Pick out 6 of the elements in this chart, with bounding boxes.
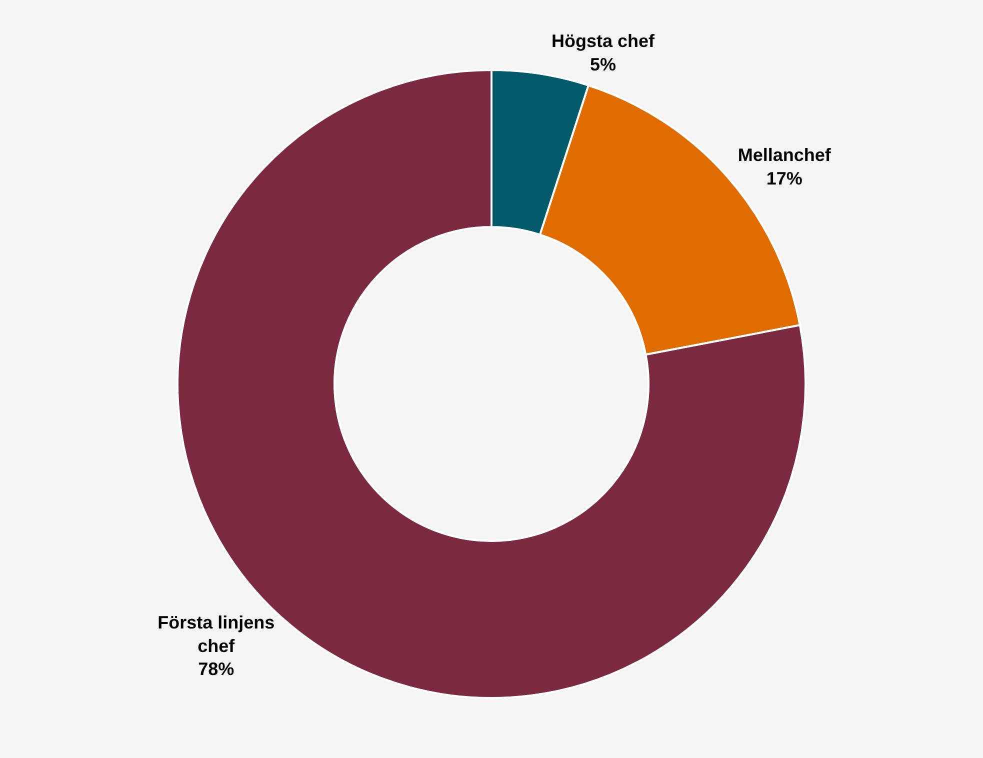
slice-label: Högsta chef [551, 30, 656, 51]
slice-label: Första linjens chef [158, 612, 275, 656]
data-label: 17% [766, 168, 802, 189]
slice-label: Mellanchef [738, 145, 832, 166]
data-label: 78% [198, 659, 234, 680]
data-label: 5% [590, 54, 616, 74]
